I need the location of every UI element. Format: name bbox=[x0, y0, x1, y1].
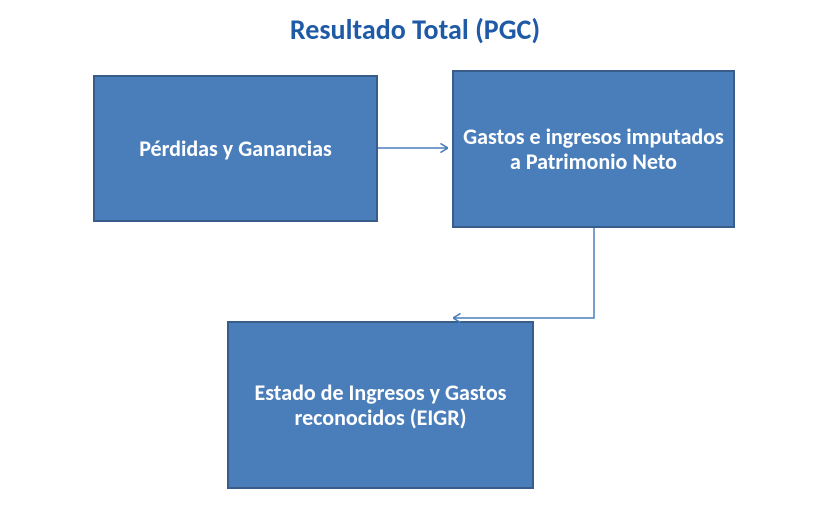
diagram-canvas: Resultado Total (PGC) Resultado Total (P… bbox=[0, 0, 830, 513]
box-eigr-label: Estado de Ingresos y Gastos reconocidos … bbox=[235, 380, 526, 431]
box-gastos-ingresos-patrimonio: Gastos e ingresos imputados a Patrimonio… bbox=[452, 70, 735, 228]
box-eigr: Estado de Ingresos y Gastos reconocidos … bbox=[227, 321, 534, 489]
arrow-gipn-to-eigr bbox=[453, 228, 594, 318]
diagram-title: Resultado Total (PGC) Resultado Total (P… bbox=[0, 12, 830, 47]
box-gastos-ingresos-patrimonio-label: Gastos e ingresos imputados a Patrimonio… bbox=[460, 124, 727, 175]
diagram-title-fill: Resultado Total (PGC) bbox=[290, 12, 540, 47]
box-perdidas-ganancias: Pérdidas y Ganancias bbox=[93, 75, 378, 222]
box-perdidas-ganancias-label: Pérdidas y Ganancias bbox=[139, 136, 332, 161]
